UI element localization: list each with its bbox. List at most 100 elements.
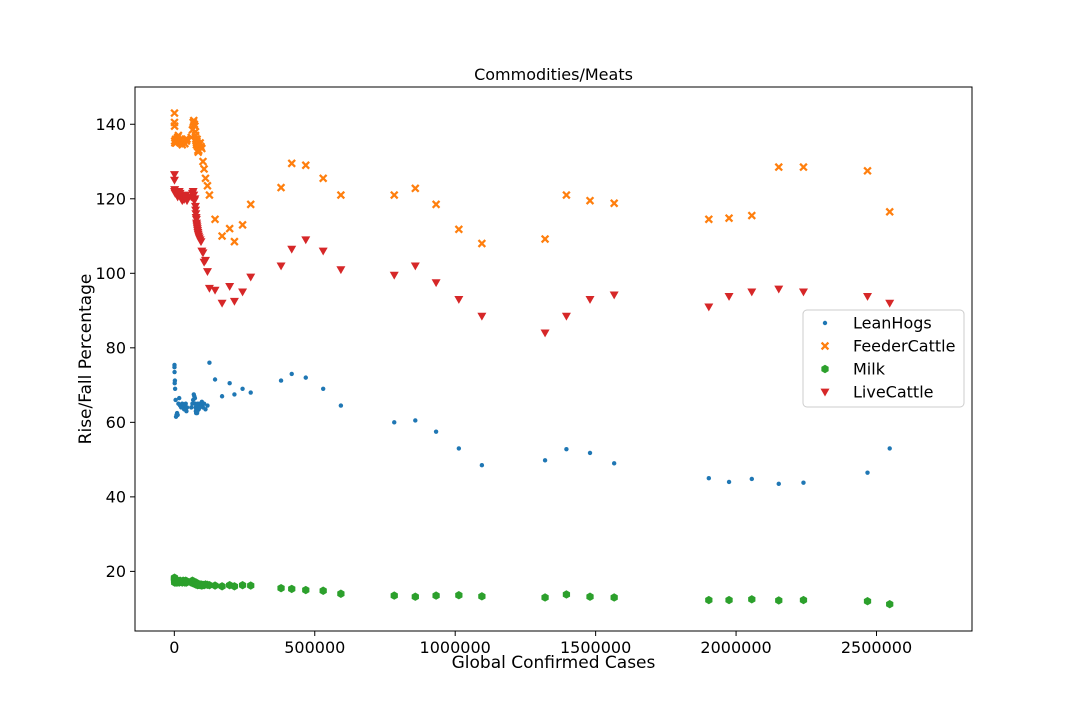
x-tick-label: 1500000	[560, 638, 631, 657]
data-point-milk	[725, 595, 733, 605]
data-point-milk	[478, 592, 486, 601]
y-tick-label: 140	[95, 115, 126, 134]
data-point-milk	[390, 591, 398, 600]
x-tick-label: 2500000	[841, 638, 912, 657]
series-milk	[170, 573, 894, 609]
data-point-leanhogs	[192, 395, 198, 401]
data-point-feedercattle	[238, 220, 247, 230]
data-point-feedercattle	[276, 183, 286, 192]
data-point-feedercattle	[205, 190, 214, 200]
data-point-leanhogs	[749, 476, 754, 482]
data-point-livecattle	[585, 296, 595, 304]
data-point-milk	[302, 585, 310, 595]
data-point-leanhogs	[203, 407, 208, 412]
data-point-milk	[319, 586, 327, 595]
data-point-livecattle	[190, 195, 200, 204]
data-point-leanhogs	[392, 420, 397, 425]
data-point-milk	[610, 593, 618, 602]
data-point-feedercattle	[182, 134, 192, 144]
data-point-leanhogs	[564, 446, 569, 452]
data-point-leanhogs	[227, 381, 232, 386]
x-tick-label: 1000000	[420, 638, 491, 657]
data-point-feedercattle	[609, 199, 619, 208]
data-point-feedercattle	[336, 190, 346, 200]
legend-marker-feedercattle	[820, 341, 830, 351]
data-point-milk	[277, 583, 285, 593]
series-livecattle	[169, 171, 895, 338]
legend-marker-leanhogs	[822, 320, 828, 326]
data-point-leanhogs	[183, 401, 188, 406]
data-point-feedercattle	[203, 181, 212, 190]
legend-marker-milk	[821, 364, 829, 374]
data-point-leanhogs	[887, 446, 892, 451]
data-point-leanhogs	[338, 403, 344, 408]
x-tick-label: 2000000	[700, 638, 771, 657]
data-point-leanhogs	[865, 470, 870, 475]
data-point-feedercattle	[198, 157, 208, 166]
data-point-feedercattle	[704, 215, 714, 224]
x-axis: 0 500000 1000000 1500000 2000000 2500000	[169, 631, 912, 657]
data-point-livecattle	[609, 291, 619, 300]
data-point-leanhogs	[240, 386, 245, 392]
data-point-feedercattle	[199, 164, 209, 174]
y-tick-label: 40	[106, 487, 126, 506]
data-point-livecattle	[169, 176, 179, 185]
plot-frame	[134, 86, 973, 632]
data-point-livecattle	[182, 197, 192, 206]
data-point-livecattle	[798, 288, 808, 297]
data-point-feedercattle	[774, 162, 783, 172]
data-point-livecattle	[477, 312, 487, 321]
data-point-leanhogs	[172, 378, 178, 383]
data-point-livecattle	[246, 273, 256, 282]
data-point-feedercattle	[225, 224, 234, 233]
data-point-livecattle	[229, 297, 239, 306]
data-point-leanhogs	[289, 371, 294, 377]
data-point-livecattle	[210, 286, 220, 295]
data-point-feedercattle	[217, 231, 227, 241]
data-point-leanhogs	[184, 405, 190, 410]
legend-box	[802, 309, 965, 408]
legend-label-leanhogs: LeanHogs	[853, 314, 932, 333]
data-point-feedercattle	[170, 121, 179, 131]
data-point-leanhogs	[278, 378, 284, 383]
data-point-livecattle	[336, 266, 346, 275]
data-point-livecattle	[454, 296, 464, 304]
data-point-milk	[886, 599, 894, 609]
data-point-leanhogs	[184, 408, 189, 414]
y-tick-label: 120	[95, 189, 126, 208]
data-point-feedercattle	[863, 166, 872, 176]
data-point-leanhogs	[232, 392, 237, 397]
data-point-leanhogs	[172, 386, 178, 392]
data-point-leanhogs	[212, 377, 218, 382]
data-point-leanhogs	[479, 462, 485, 468]
data-point-feedercattle	[431, 200, 441, 209]
data-point-milk	[705, 595, 713, 605]
data-point-livecattle	[747, 288, 757, 297]
data-point-milk	[541, 593, 549, 602]
y-tick-label: 100	[95, 264, 126, 283]
data-point-livecattle	[540, 329, 550, 338]
data-point-leanhogs	[248, 390, 253, 395]
data-point-leanhogs	[413, 418, 418, 423]
data-point-milk	[455, 591, 463, 600]
data-point-leanhogs	[611, 461, 617, 466]
data-point-feedercattle	[301, 161, 310, 170]
data-point-leanhogs	[776, 481, 781, 487]
data-point-leanhogs	[189, 405, 194, 410]
x-axis-label: Global Confirmed Cases	[452, 653, 656, 673]
x-tick-label: 500000	[284, 638, 345, 657]
data-point-feedercattle	[747, 211, 756, 220]
plot-marks	[169, 108, 895, 609]
data-point-feedercattle	[246, 200, 255, 209]
data-point-livecattle	[169, 171, 179, 180]
data-point-livecattle	[410, 262, 420, 271]
data-point-leanhogs	[173, 397, 178, 403]
data-point-feedercattle	[170, 108, 179, 118]
data-point-feedercattle	[230, 237, 239, 246]
data-point-livecattle	[287, 245, 297, 254]
data-point-livecattle	[238, 288, 248, 297]
data-point-livecattle	[863, 293, 873, 301]
data-point-leanhogs	[172, 364, 177, 370]
